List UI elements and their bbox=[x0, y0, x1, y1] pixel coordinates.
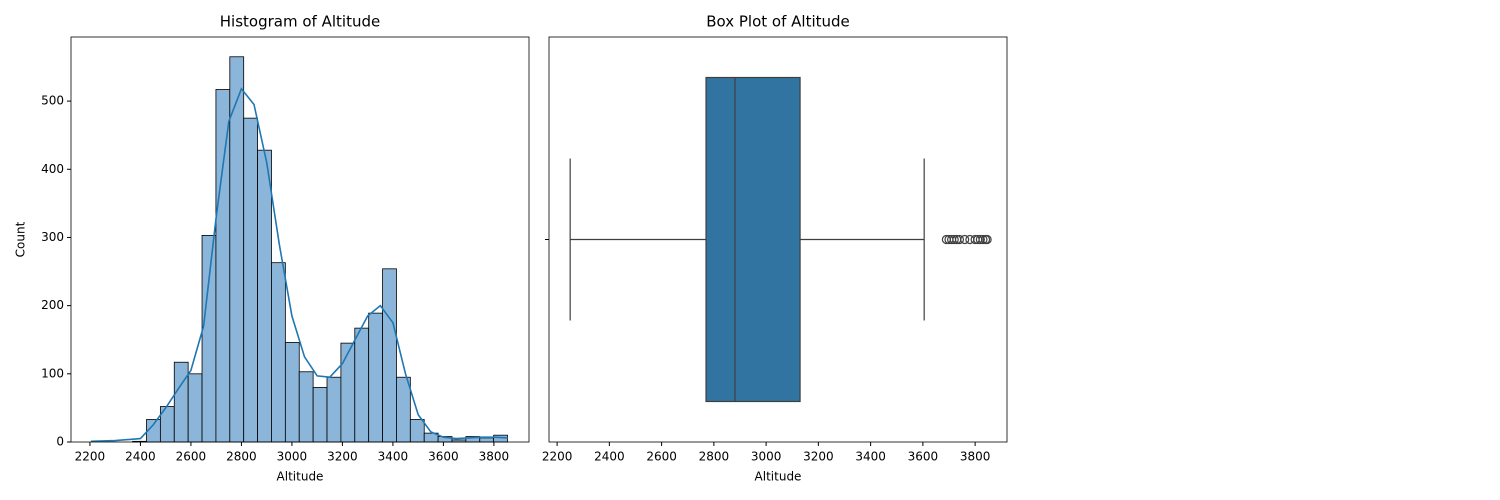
outlier bbox=[949, 234, 959, 245]
bar bbox=[312, 387, 328, 443]
bar bbox=[243, 117, 258, 443]
chart-title: Histogram of Altitude bbox=[220, 13, 380, 31]
x-tick-label: 3200 bbox=[327, 450, 358, 464]
x-tick-label: 3600 bbox=[428, 450, 459, 464]
axes-frame bbox=[70, 36, 530, 443]
x-tick-label: 3200 bbox=[803, 450, 834, 464]
x-tick-label: 2800 bbox=[226, 450, 257, 464]
bar bbox=[173, 361, 189, 443]
x-axis-label: Altitude bbox=[277, 470, 324, 484]
box bbox=[705, 76, 801, 403]
x-axis-label: Altitude bbox=[755, 470, 802, 484]
x-tick-label: 2200 bbox=[75, 450, 106, 464]
x-tick-label: 3600 bbox=[908, 450, 939, 464]
bar bbox=[493, 434, 508, 443]
y-tick-label: 100 bbox=[41, 366, 64, 380]
x-tick-label: 3000 bbox=[751, 450, 782, 464]
x-tick-label: 2400 bbox=[594, 450, 625, 464]
outlier bbox=[960, 234, 970, 245]
y-tick-label: 500 bbox=[41, 94, 64, 108]
bar bbox=[271, 262, 286, 443]
outlier bbox=[954, 234, 965, 245]
y-tick-label: 0 bbox=[56, 435, 64, 449]
bar bbox=[187, 373, 203, 443]
x-tick-label: 2200 bbox=[542, 450, 573, 464]
x-tick-label: 2400 bbox=[125, 450, 156, 464]
bar bbox=[382, 268, 397, 443]
y-axis-label: Count bbox=[14, 221, 28, 257]
chart-title: Box Plot of Altitude bbox=[706, 13, 850, 31]
bar bbox=[409, 419, 425, 443]
x-tick-label: 2600 bbox=[646, 450, 677, 464]
bar bbox=[396, 376, 411, 443]
outlier bbox=[978, 234, 988, 245]
kde-line bbox=[90, 87, 508, 443]
bar bbox=[368, 312, 383, 443]
bar bbox=[201, 235, 217, 443]
y-tick-label: 400 bbox=[41, 162, 64, 176]
bar bbox=[298, 371, 314, 443]
bar bbox=[479, 437, 495, 443]
x-tick-label: 2800 bbox=[699, 450, 730, 464]
x-tick-label: 3400 bbox=[378, 450, 409, 464]
bar bbox=[257, 149, 272, 443]
bar bbox=[284, 342, 300, 443]
axes-frame bbox=[548, 36, 1008, 443]
bar bbox=[326, 376, 342, 443]
x-tick-label: 3800 bbox=[960, 450, 991, 464]
bar bbox=[215, 89, 231, 443]
bar bbox=[354, 327, 370, 443]
y-tick-label: 300 bbox=[41, 230, 64, 244]
x-tick-label: 3000 bbox=[277, 450, 308, 464]
x-tick-label: 3400 bbox=[855, 450, 886, 464]
outlier bbox=[982, 234, 992, 245]
y-tick-label: 200 bbox=[41, 298, 64, 312]
bar bbox=[340, 342, 356, 443]
outlier bbox=[975, 234, 985, 245]
x-tick-label: 2600 bbox=[176, 450, 207, 464]
x-tick-label: 3800 bbox=[479, 450, 510, 464]
